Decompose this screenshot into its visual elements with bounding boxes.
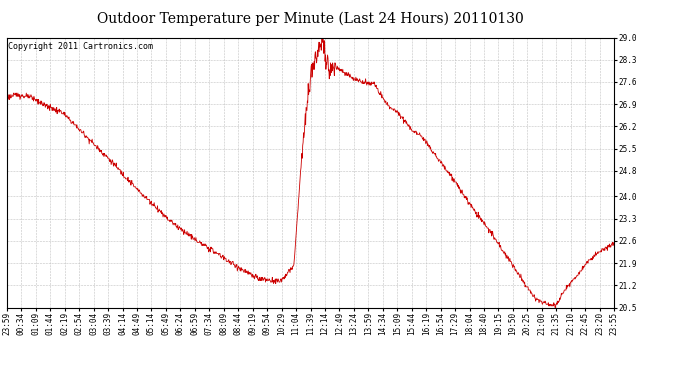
Text: Copyright 2011 Cartronics.com: Copyright 2011 Cartronics.com: [8, 42, 153, 51]
Text: Outdoor Temperature per Minute (Last 24 Hours) 20110130: Outdoor Temperature per Minute (Last 24 …: [97, 11, 524, 26]
